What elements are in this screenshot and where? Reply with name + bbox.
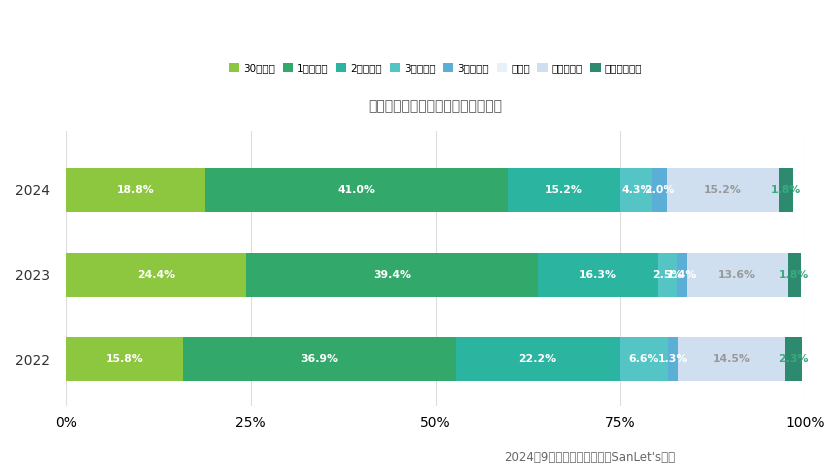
Text: 2.0%: 2.0% bbox=[644, 185, 675, 195]
Text: 15.2%: 15.2% bbox=[545, 185, 583, 195]
Text: 4.3%: 4.3% bbox=[621, 185, 652, 195]
Text: 24.4%: 24.4% bbox=[137, 270, 176, 280]
Text: 22.2%: 22.2% bbox=[518, 354, 557, 364]
Bar bbox=[538, 253, 658, 297]
Text: 15.8%: 15.8% bbox=[106, 354, 144, 364]
Bar bbox=[780, 168, 793, 212]
Bar bbox=[183, 337, 455, 381]
Legend: 30分以内, 1時間程度, 2時間程度, 3時間程度, 3時間以上, その他, わからない, 答えたくない: 30分以内, 1時間程度, 2時間程度, 3時間程度, 3時間以上, その他, … bbox=[224, 59, 647, 77]
Bar bbox=[658, 253, 676, 297]
Bar bbox=[508, 168, 621, 212]
Text: 1.8%: 1.8% bbox=[779, 270, 809, 280]
Bar bbox=[620, 337, 669, 381]
Text: 2.3%: 2.3% bbox=[779, 354, 809, 364]
Text: 14.5%: 14.5% bbox=[713, 354, 751, 364]
Text: 36.9%: 36.9% bbox=[300, 354, 339, 364]
Text: 18.8%: 18.8% bbox=[117, 185, 155, 195]
Bar bbox=[667, 168, 780, 212]
Text: 1.3%: 1.3% bbox=[658, 354, 689, 364]
Bar bbox=[678, 337, 785, 381]
Bar bbox=[676, 253, 687, 297]
Bar bbox=[205, 168, 508, 212]
Bar bbox=[455, 337, 620, 381]
Text: 1.4%: 1.4% bbox=[667, 270, 697, 280]
Bar bbox=[66, 253, 246, 297]
Text: 2024年9月　挙式ライブ配信SanLet's調べ: 2024年9月 挙式ライブ配信SanLet's調べ bbox=[504, 451, 675, 464]
Bar bbox=[788, 253, 801, 297]
Bar bbox=[785, 337, 802, 381]
Bar bbox=[652, 168, 667, 212]
Text: 6.6%: 6.6% bbox=[629, 354, 659, 364]
Text: 41.0%: 41.0% bbox=[338, 185, 375, 195]
Bar bbox=[246, 253, 538, 297]
Bar bbox=[687, 253, 788, 297]
Bar bbox=[621, 168, 652, 212]
Text: 2.5%: 2.5% bbox=[652, 270, 683, 280]
Bar bbox=[669, 337, 678, 381]
Text: 15.2%: 15.2% bbox=[704, 185, 742, 195]
Text: 1.8%: 1.8% bbox=[771, 185, 801, 195]
Bar bbox=[66, 168, 205, 212]
Text: 16.3%: 16.3% bbox=[579, 270, 617, 280]
Text: 13.6%: 13.6% bbox=[718, 270, 756, 280]
Bar bbox=[66, 337, 183, 381]
Title: オンライン参列にちょうどいい時間: オンライン参列にちょうどいい時間 bbox=[369, 99, 502, 113]
Text: 39.4%: 39.4% bbox=[373, 270, 411, 280]
